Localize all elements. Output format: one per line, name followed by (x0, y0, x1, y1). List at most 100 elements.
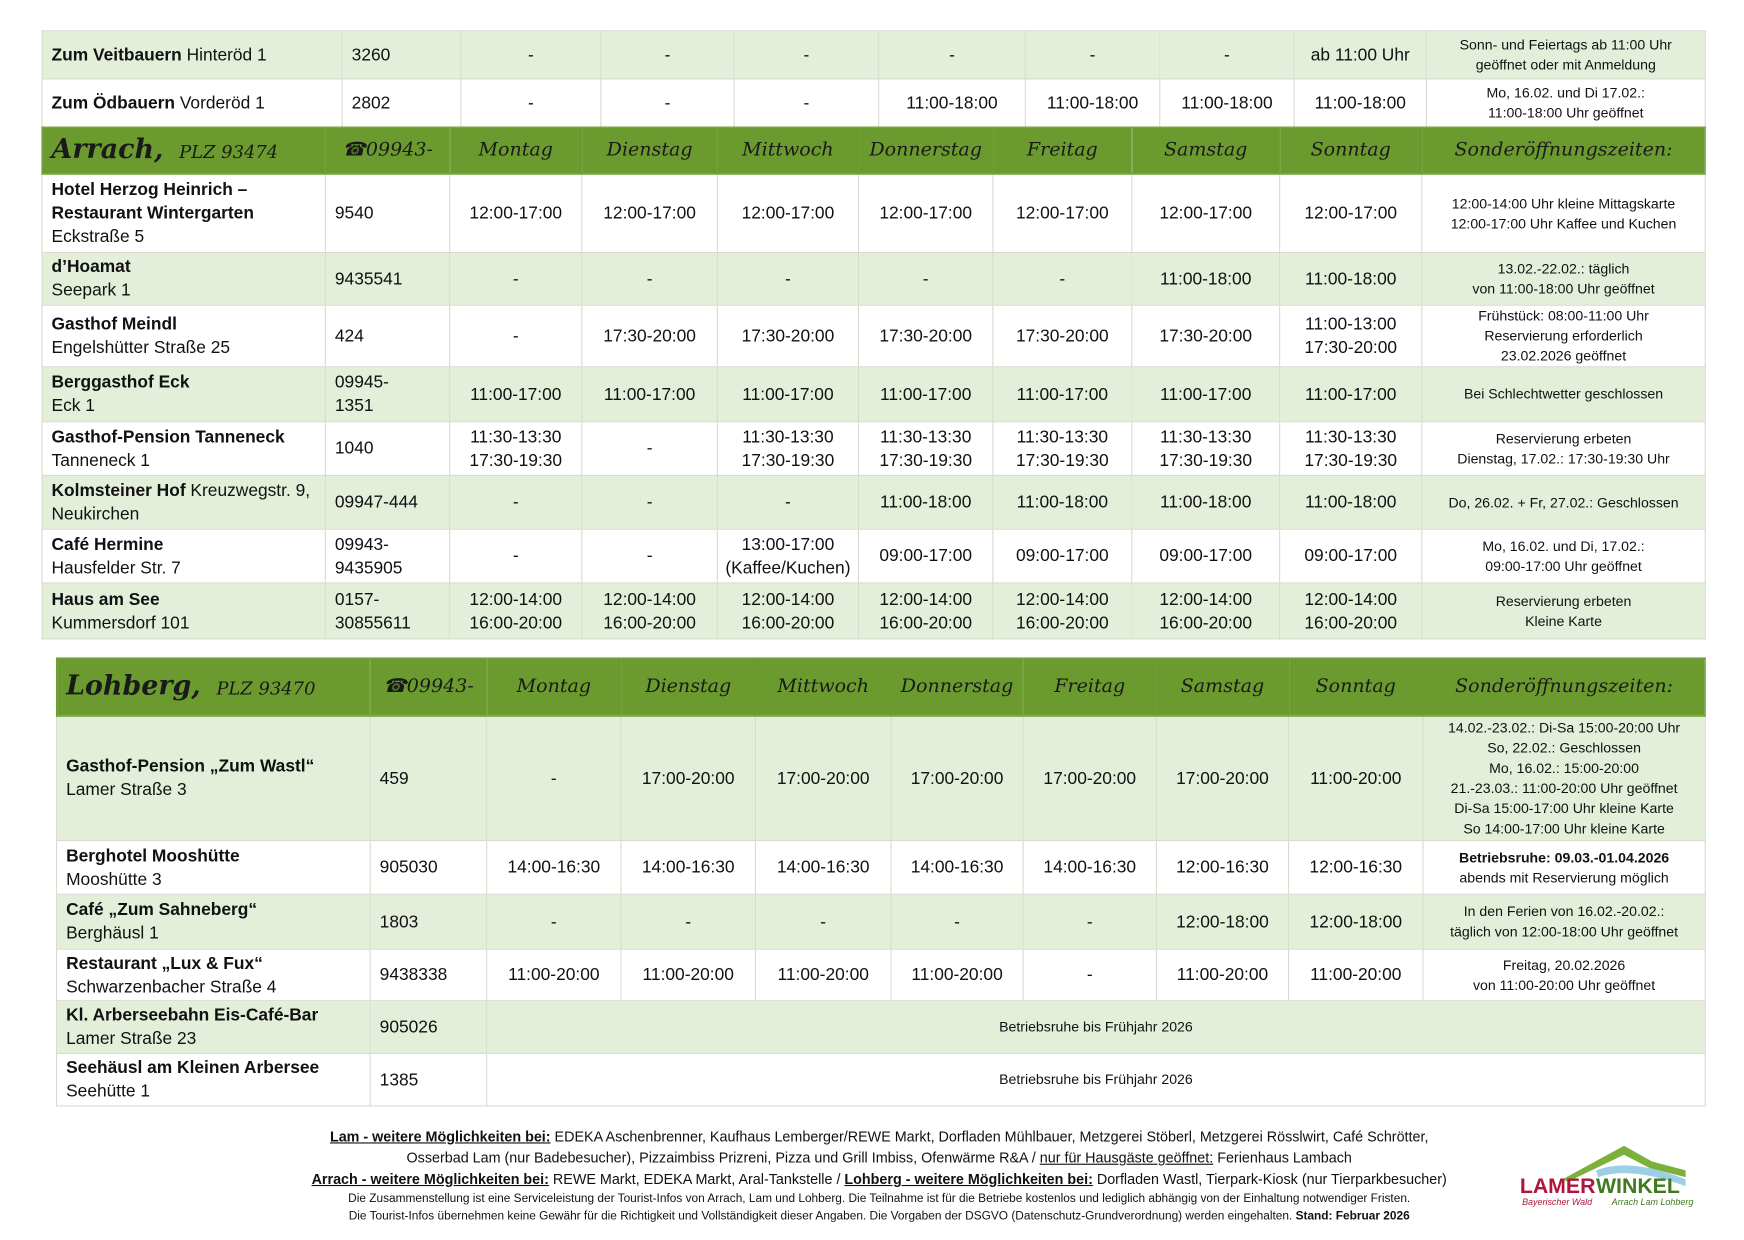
logo-word: LAMER (1520, 1174, 1596, 1198)
opening-hours: - (449, 474, 583, 530)
phone: 3260 (341, 30, 462, 80)
restaurant-row: Café Hermine Hausfelder Str. 7 09943- 9435… (41, 528, 1706, 584)
place-cell: Arrach, PLZ 93474 (41, 126, 326, 175)
special-note: Reservierung erbeten Kleine Karte (1421, 582, 1706, 640)
name-cell: Restaurant „Lux & Fux“ Schwarzenbacher St… (56, 948, 371, 1002)
opening-hours: 12:00-14:00 16:00-20:00 (857, 582, 994, 640)
name-cell: Seehäusl am Kleinen Arbersee Seehütte 1 (56, 1052, 371, 1107)
restaurant-name: Kl. Arberseebahn Eis-Café-Bar (66, 1005, 319, 1025)
footer-line: Lam - weitere Möglichkeiten bei: EDEKA A… (224, 1126, 1534, 1147)
footer-line: Die Zusammenstellung ist eine Servicelei… (224, 1189, 1534, 1207)
opening-hours: 12:00-17:00 (1131, 173, 1281, 254)
restaurant-name: Berghotel Mooshütte (66, 846, 240, 866)
restaurant-name: Haus am See (51, 589, 160, 609)
header-row: Lohberg, PLZ 93470 ☎09943- Montag Dienstag Mi… (56, 657, 1706, 717)
logo-region: Bayerischer Wald (1522, 1197, 1593, 1207)
footer-line: Die Tourist-Infos übernehmen keine Gewäh… (224, 1207, 1534, 1225)
phone: 09947-444 (324, 474, 451, 530)
day-header: Donnerstag (890, 657, 1024, 717)
special-header: Sonderöffnungszeiten: (1421, 126, 1706, 175)
opening-hours: 12:00-16:30 (1288, 839, 1424, 895)
opening-hours: 11:00-20:00 (754, 948, 892, 1002)
opening-hours: 12:00-17:00 (716, 173, 860, 254)
special-note: Betriebsruhe: 09.03.-01.04.2026 abends m… (1422, 839, 1706, 895)
name-cell: Gasthof-Pension Tanneneck Tanneneck 1 (41, 421, 326, 477)
restaurant-row: Kl. Arberseebahn Eis-Café-Bar Lamer Straß… (56, 1000, 1706, 1054)
address: Eckstraße 5 (51, 227, 145, 247)
table-body: Zum Veitbauern Hinteröd 1 3260- - - - - - ab 11… (41, 30, 1706, 128)
special-note: Freitag, 20.02.2026 von 11:00-20:00 Uhr … (1422, 948, 1706, 1002)
footer-text: Lam - weitere Möglichkeiten bei: (329, 1127, 551, 1145)
restaurant-row: d’Hoamat Seepark 1 9435541- - - - -11:00-18:00… (41, 251, 1706, 306)
restaurant-row: Gasthof-Pension Tanneneck Tanneneck 1 1040… (41, 421, 1706, 477)
name-cell: Berghotel Mooshütte Mooshütte 3 (56, 839, 371, 895)
address: Hausfelder Str. 7 (51, 558, 181, 578)
day-header: Mittwoch (754, 657, 892, 717)
opening-hours: 14:00-16:30 (620, 839, 757, 895)
opening-hours: 09:00-17:00 (857, 528, 994, 584)
phone: 0157- 30855611 (324, 582, 451, 640)
name-cell: Kl. Arberseebahn Eis-Café-Bar Lamer Straß… (56, 1000, 371, 1054)
name-cell: Café Hermine Hausfelder Str. 7 (41, 528, 326, 584)
address: Engelshütter Straße 25 (51, 338, 231, 358)
opening-hours: 12:00-14:00 16:00-20:00 (449, 582, 583, 640)
opening-hours: - (716, 251, 860, 306)
day-header: Mittwoch (716, 126, 860, 175)
restaurant-name: Kolmsteiner Hof (51, 481, 186, 501)
footer-line: Osserbad Lam (nur Badebesucher), Pizzaim… (224, 1147, 1534, 1168)
opening-hours: - (449, 528, 583, 584)
opening-hours: 11:00-18:00 (992, 474, 1133, 530)
phone: 1385 (369, 1052, 488, 1107)
opening-hours: - (581, 474, 718, 530)
restaurant-name: Gasthof Meindl (51, 314, 177, 334)
name-cell: Hotel Herzog Heinrich – Restaurant Winte… (41, 173, 326, 254)
phone: 9438338 (369, 948, 488, 1002)
opening-hours: 11:00-18:00 (1159, 78, 1295, 128)
opening-hours: 12:00-14:00 16:00-20:00 (992, 582, 1133, 640)
opening-hours: 12:00-14:00 16:00-20:00 (581, 582, 718, 640)
opening-hours: - (460, 78, 602, 128)
special-note: 14.02.-23.02.: Di-Sa 15:00-20:00 Uhr So,… (1422, 715, 1706, 842)
special-note: Sonn- und Feiertags ab 11:00 Uhr geöffne… (1425, 30, 1706, 80)
closed-note: Betriebsruhe bis Frühjahr 2026 (486, 1052, 1706, 1107)
name-cell: Berggasthof Eck Eck 1 (41, 366, 326, 423)
opening-hours: 17:30-20:00 (581, 304, 718, 368)
address: Hinteröd 1 (186, 45, 267, 65)
opening-hours: 17:30-20:00 (857, 304, 994, 368)
special-note: 12:00-14:00 Uhr kleine Mittagskarte 12:0… (1421, 173, 1706, 254)
opening-hours: 11:00-17:00 (857, 366, 994, 423)
opening-hours: 11:00-17:00 (1279, 366, 1423, 423)
opening-hours: 11:00-13:00 17:30-20:00 (1279, 304, 1423, 368)
special-header: Sonderöffnungszeiten: (1422, 657, 1706, 717)
place-name: Lohberg, (66, 668, 201, 702)
special-note: Frühstück: 08:00-11:00 Uhr Reservierung … (1421, 304, 1706, 368)
footer-text: Arrach - weitere Möglichkeiten bei: (311, 1170, 549, 1188)
table-body: Arrach, PLZ 93474 ☎09943- Montag Dienstag Mit… (41, 126, 1706, 640)
opening-hours: 17:30-20:00 (1131, 304, 1281, 368)
opening-hours: 12:00-17:00 (1279, 173, 1423, 254)
opening-hours: - (581, 528, 718, 584)
day-header: Sonntag (1288, 657, 1424, 717)
opening-hours: 17:30-20:00 (716, 304, 860, 368)
name-cell: Gasthof Meindl Engelshütter Straße 25 (41, 304, 326, 368)
schedule-table: Lohberg, PLZ 93470 ☎09943- Montag Dienstag Mi… (56, 657, 1706, 1107)
footer: Lam - weitere Möglichkeiten bei: EDEKA A… (224, 1126, 1534, 1226)
opening-hours: 11:00-17:00 (992, 366, 1133, 423)
opening-hours: 11:30-13:30 17:30-19:30 (1131, 421, 1281, 477)
table-body: Lohberg, PLZ 93470 ☎09943- Montag Dienstag Mi… (56, 657, 1706, 1107)
footer-text: Dorfladen Wastl, Tierpark-Kiosk (nur Tie… (1092, 1170, 1447, 1188)
footer-text: Die Zusammenstellung ist eine Servicelei… (348, 1191, 1411, 1206)
opening-hours: 11:30-13:30 17:30-19:30 (449, 421, 583, 477)
phone: 2802 (341, 78, 462, 128)
footer-text: Osserbad Lam (nur Badebesucher), Pizzaim… (406, 1149, 1040, 1166)
restaurant-name: Zum Veitbauern (51, 45, 182, 65)
opening-hours: - (1159, 30, 1295, 80)
opening-hours: 12:00-18:00 (1288, 893, 1424, 950)
opening-hours: 12:00-18:00 (1155, 893, 1290, 950)
closed-note: Betriebsruhe bis Frühjahr 2026 (486, 1000, 1706, 1054)
phone-prefix: ☎09943- (369, 657, 488, 717)
opening-hours: 11:00-18:00 (857, 474, 994, 530)
opening-hours: 14:00-16:30 (486, 839, 622, 895)
address: Seepark 1 (51, 281, 131, 301)
